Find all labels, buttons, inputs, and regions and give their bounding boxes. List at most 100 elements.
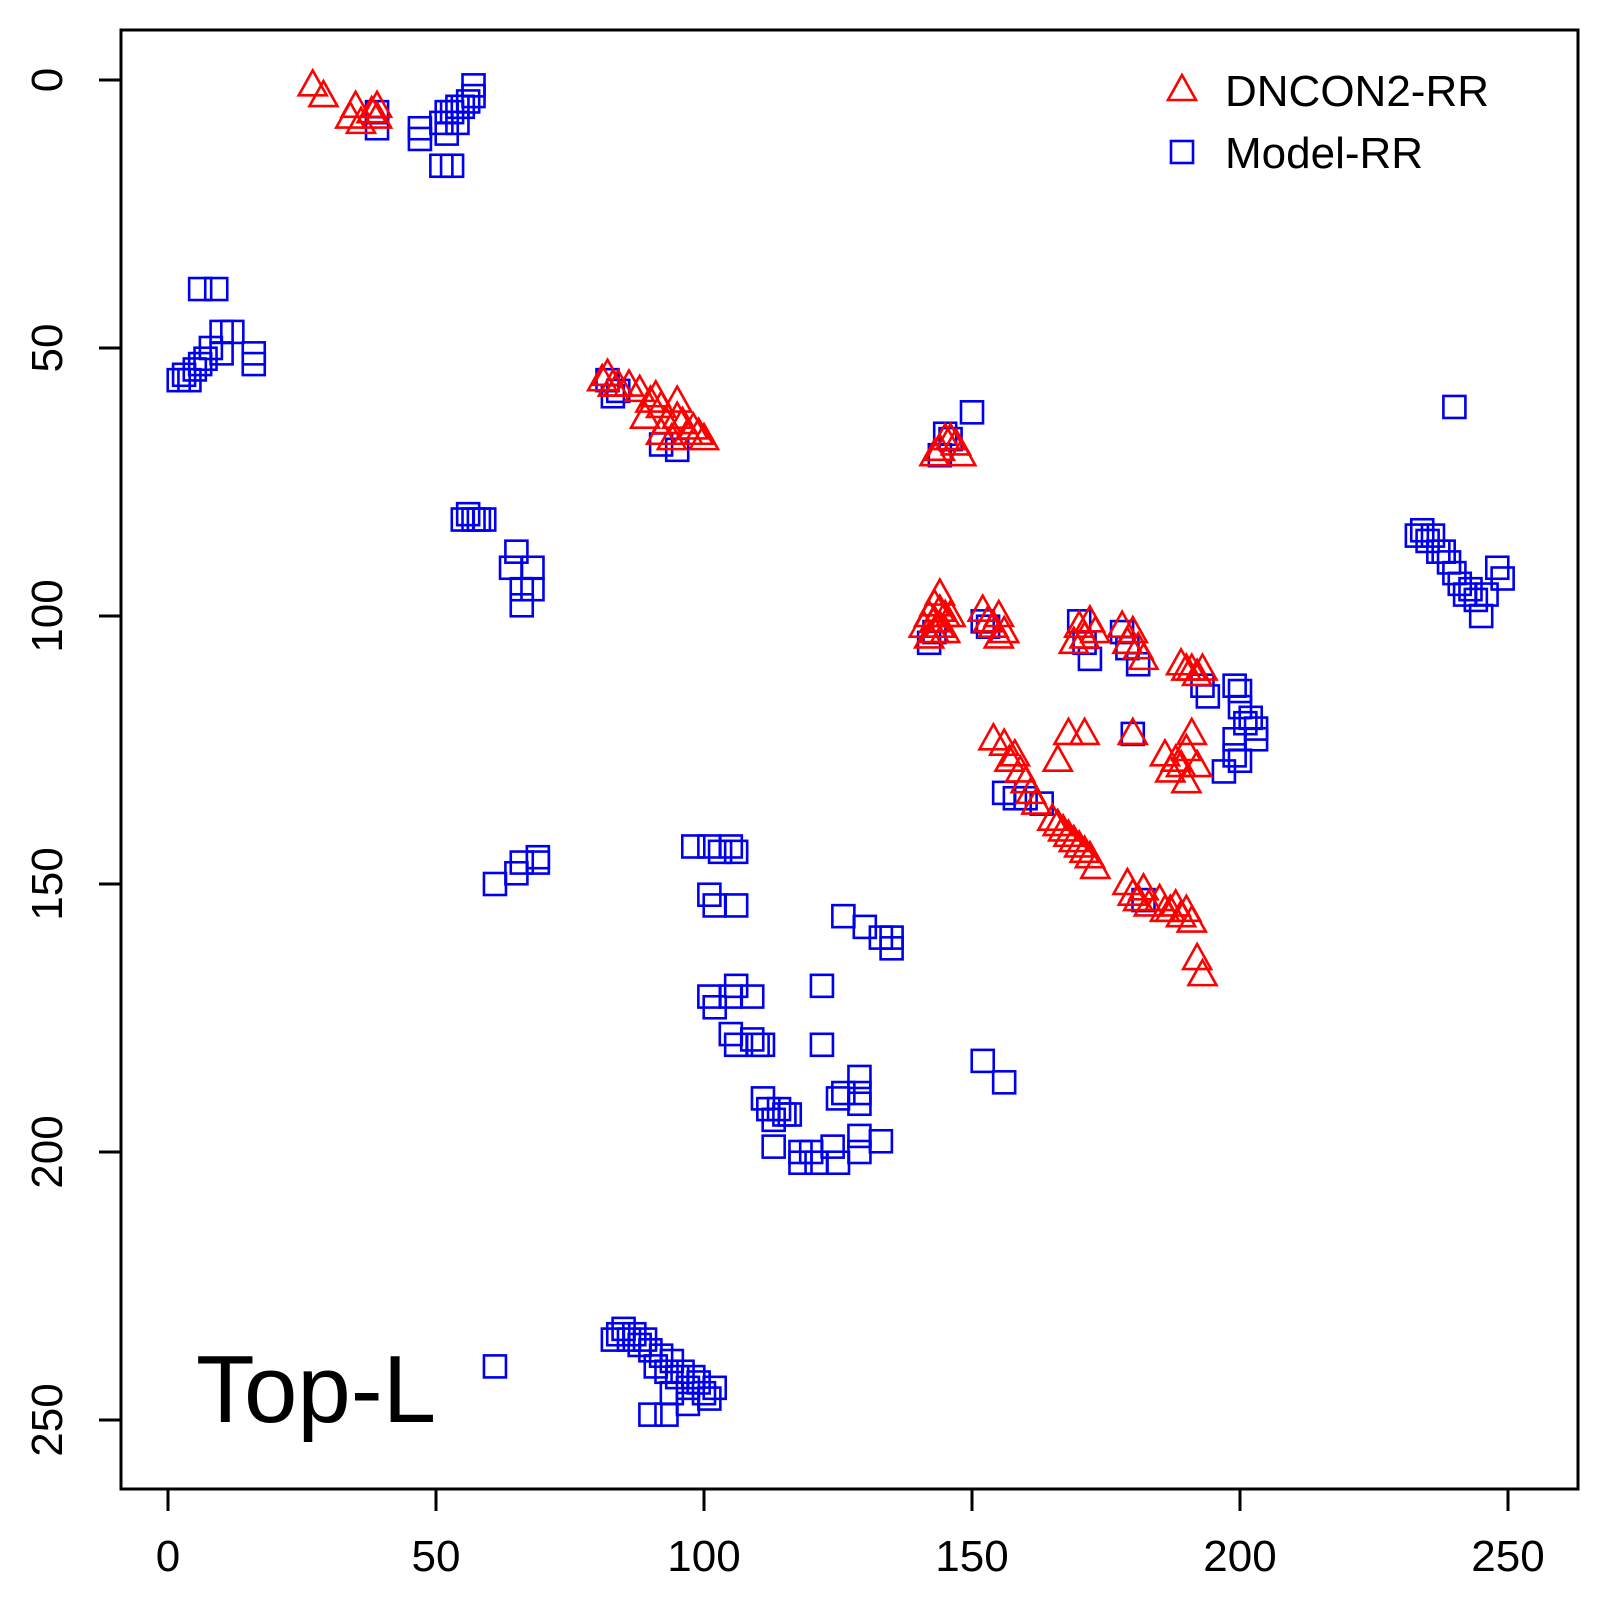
model-point: [203, 276, 229, 302]
dncon-point: [1180, 748, 1214, 778]
dncon-point: [934, 598, 967, 628]
x-tick-label: 100: [667, 1532, 740, 1581]
dncon-point: [1057, 823, 1091, 853]
dncon-point: [1132, 887, 1166, 917]
dncon-point: [1052, 818, 1085, 848]
x-tick-label: 150: [935, 1532, 1008, 1581]
dncon-point: [1186, 957, 1219, 987]
model-point: [471, 507, 497, 532]
dncon-point: [1062, 828, 1096, 858]
model-point: [166, 367, 192, 393]
model-point: [847, 1139, 872, 1165]
dncon-point: [1068, 834, 1101, 864]
y-tick-label: 50: [23, 324, 72, 373]
model-point: [1490, 566, 1515, 591]
dncon-point: [1079, 614, 1112, 644]
series-triangle: [296, 67, 1219, 987]
dncon-point: [1175, 903, 1208, 933]
dncon-point: [1180, 941, 1214, 971]
model-point: [520, 576, 545, 602]
model-point: [991, 1070, 1017, 1095]
y-axis: 0 50 100 150 200 250: [23, 68, 123, 1457]
dncon-point: [1170, 764, 1203, 794]
dncon-point: [682, 416, 715, 446]
series-square: [166, 73, 1515, 1427]
dncon-point: [628, 400, 662, 429]
dncon-point: [928, 614, 962, 644]
dncon-point: [1079, 850, 1112, 880]
dncon-point: [971, 603, 1005, 633]
dncon-point: [1036, 802, 1069, 831]
y-tick-label: 250: [23, 1383, 72, 1456]
dncon-point: [1052, 716, 1085, 746]
dncon-point: [1175, 716, 1208, 746]
model-point: [1222, 743, 1247, 768]
dncon-point: [687, 421, 721, 451]
dncon-point: [1159, 743, 1192, 773]
model-point: [1077, 646, 1103, 672]
model-point: [482, 1354, 508, 1379]
dncon-point: [307, 78, 340, 108]
model-point: [654, 1402, 679, 1427]
model-point: [525, 850, 551, 875]
model-point: [520, 555, 545, 581]
dncon-point: [1186, 651, 1219, 681]
dncon-point: [987, 614, 1021, 644]
model-point: [1442, 394, 1467, 420]
legend-label: DNCON2-RR: [1225, 67, 1489, 116]
model-point: [745, 1032, 770, 1058]
dncon-point: [1068, 619, 1101, 649]
dncon-point: [1116, 877, 1150, 907]
dncon-point: [623, 373, 656, 403]
model-point: [825, 1150, 851, 1176]
dncon-point: [660, 400, 694, 429]
model-point: [970, 1048, 996, 1074]
x-tick-label: 200: [1203, 1532, 1276, 1581]
dncon-point: [977, 721, 1010, 751]
model-point: [702, 1375, 728, 1401]
dncon-point: [1116, 716, 1150, 746]
model-point: [820, 1134, 845, 1159]
dncon-point: [660, 383, 694, 413]
model-point: [439, 153, 465, 179]
model-point: [879, 936, 904, 961]
panel-annotation: Top-L: [196, 1336, 436, 1443]
model-point: [868, 1128, 894, 1154]
legend-marker-triangle: [1165, 72, 1199, 102]
model-point: [723, 839, 749, 865]
model-point: [1222, 673, 1247, 698]
model-point: [831, 903, 856, 929]
model-point: [809, 1032, 835, 1058]
model-point: [509, 850, 535, 875]
dncon-point: [982, 619, 1016, 649]
model-point: [171, 362, 197, 388]
dncon-point: [1170, 732, 1203, 762]
y-tick-label: 150: [23, 847, 72, 920]
model-point: [777, 1102, 803, 1127]
model-point: [723, 893, 749, 918]
model-point: [847, 1064, 872, 1090]
data-marks: [166, 67, 1515, 1427]
model-point: [847, 1091, 872, 1117]
dncon-point: [360, 89, 394, 119]
model-point: [638, 1402, 663, 1427]
legend-label: Model-RR: [1225, 129, 1423, 178]
dncon-point: [677, 410, 710, 440]
model-point: [482, 871, 508, 897]
dncon-point: [334, 99, 367, 129]
model-point: [241, 351, 267, 377]
model-point: [959, 400, 985, 425]
model-point: [680, 834, 706, 859]
dncon-point: [1180, 657, 1214, 687]
dncon-point: [1068, 716, 1101, 746]
dncon-point: [360, 99, 394, 129]
model-point: [1474, 582, 1499, 607]
model-point: [407, 126, 433, 152]
model-point: [187, 276, 213, 302]
model-point: [825, 1086, 851, 1111]
x-tick-label: 250: [1471, 1532, 1544, 1581]
plot-frame: [119, 28, 1580, 1491]
legend: DNCON2-RR Model-RR: [1165, 67, 1489, 178]
